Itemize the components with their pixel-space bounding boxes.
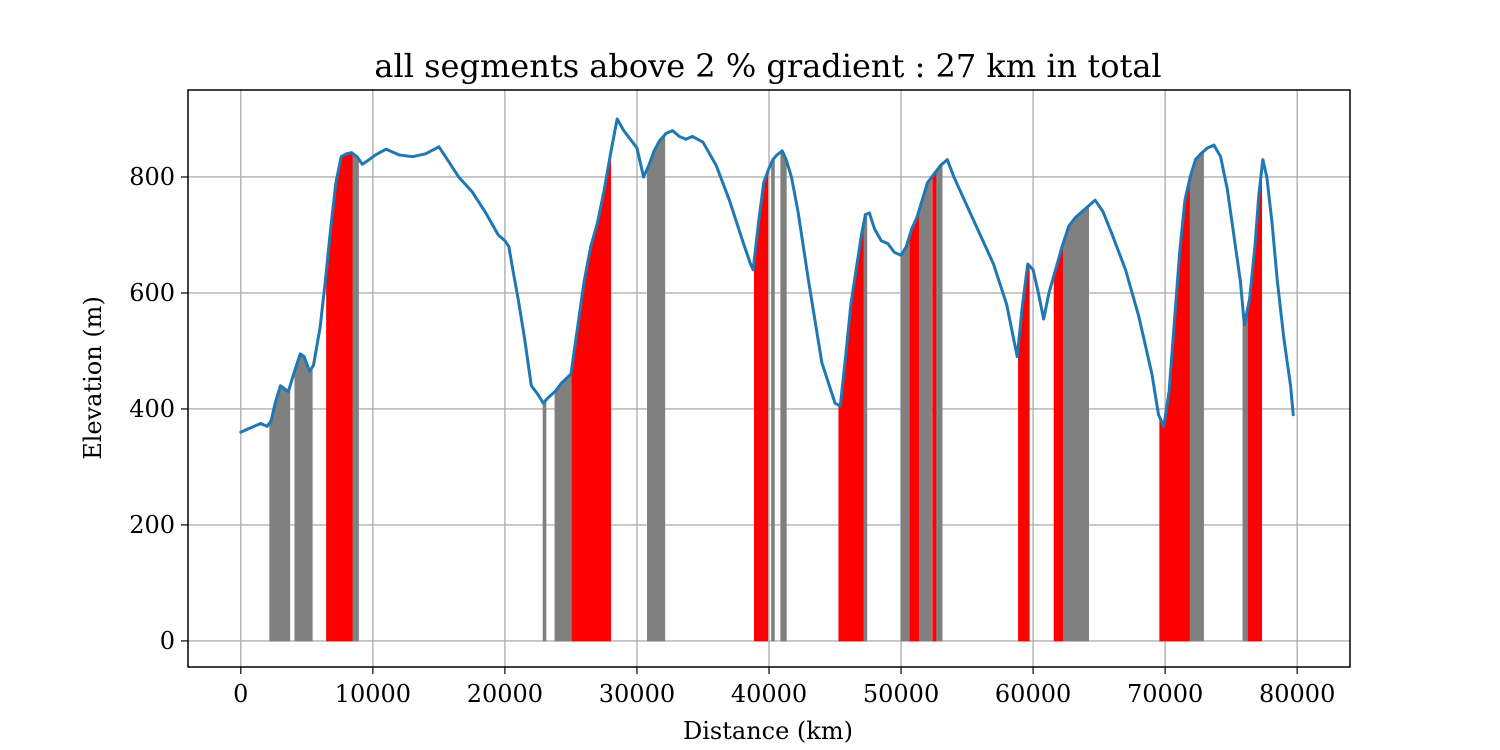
elevation-line (239, 117, 1295, 434)
moderate-gradient-segment (269, 384, 291, 642)
x-tick-label: 70000 (1127, 680, 1203, 708)
x-tick-label: 80000 (1259, 680, 1335, 708)
moderate-gradient-segment (900, 233, 911, 642)
moderate-gradient-segment (554, 364, 573, 642)
chart-title: all segments above 2 % gradient : 27 km … (374, 47, 1161, 85)
moderate-gradient-segment (1242, 305, 1249, 642)
x-tick-label: 40000 (731, 680, 807, 708)
moderate-gradient-segment (1189, 150, 1204, 642)
elevation-line-layer (239, 117, 1295, 434)
steep-gradient-segment (932, 169, 938, 642)
y-tick-label: 800 (129, 163, 175, 191)
moderate-gradient-segment (294, 353, 313, 642)
moderate-gradient-segment (919, 176, 932, 642)
moderate-gradient-segment (352, 152, 359, 642)
moderate-gradient-segment (780, 150, 787, 642)
x-tick-label: 0 (233, 680, 248, 708)
gradient-fill-layer (269, 133, 1263, 642)
moderate-gradient-segment (771, 156, 775, 642)
x-tick-label: 10000 (335, 680, 411, 708)
x-tick-label: 30000 (599, 680, 675, 708)
x-tick-label: 60000 (995, 680, 1071, 708)
y-tick-label: 600 (129, 279, 175, 307)
x-tick-label: 20000 (467, 680, 543, 708)
x-tick-label: 50000 (863, 680, 939, 708)
y-tick-label: 400 (129, 395, 175, 423)
axis-ticks: 0 10000 20000 30000 40000 50000 60000 70000 8000… (129, 163, 1335, 708)
y-tick-label: 200 (129, 511, 175, 539)
y-axis-label: Elevation (m) (79, 296, 107, 460)
steep-gradient-segment (1053, 242, 1064, 642)
steep-gradient-segment (571, 153, 612, 642)
moderate-gradient-segment (647, 133, 666, 642)
steep-gradient-segment (838, 221, 865, 642)
moderate-gradient-segment (863, 213, 868, 642)
steep-gradient-segment (909, 208, 921, 642)
y-tick-label: 0 (160, 627, 175, 655)
x-axis-label: Distance (km) (683, 717, 853, 745)
moderate-gradient-segment (936, 163, 943, 642)
moderate-gradient-segment (1062, 204, 1090, 642)
moderate-gradient-segment (542, 398, 547, 642)
